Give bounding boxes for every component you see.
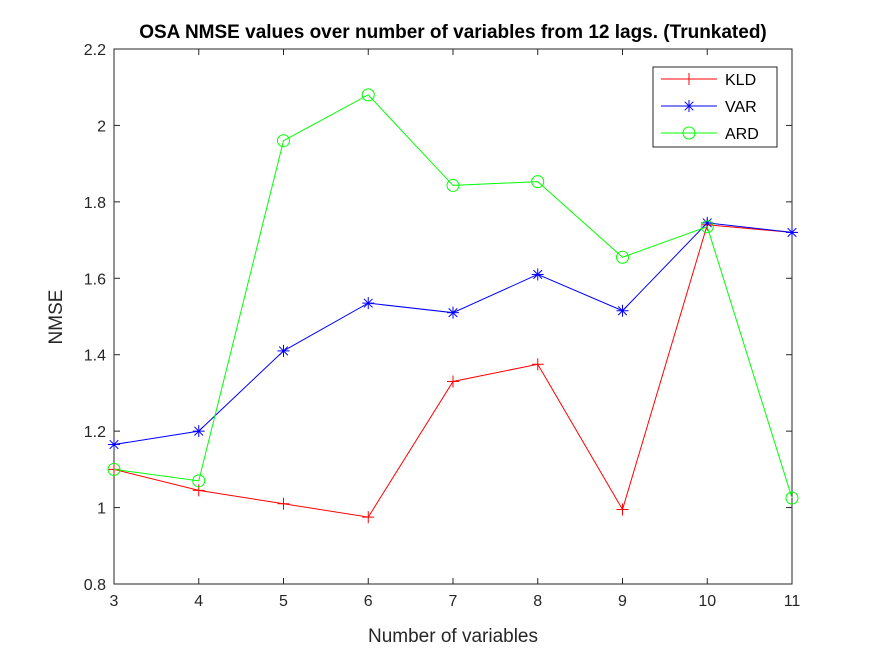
data-point-asterisk (786, 226, 798, 239)
x-tick-label: 6 (364, 593, 373, 610)
data-point-circle (616, 250, 629, 264)
data-point-plus (683, 73, 695, 85)
y-tick-label: 1.4 (84, 348, 106, 365)
data-point-asterisk (192, 425, 205, 438)
data-point-circle (700, 220, 714, 234)
data-point-plus (531, 358, 544, 371)
x-tick-label: 8 (533, 593, 542, 610)
series-layer (107, 88, 799, 524)
data-point-circle (361, 88, 375, 102)
x-tick-label: 9 (618, 593, 627, 610)
x-tick-label: 10 (698, 593, 716, 610)
series-var (108, 216, 798, 451)
data-point-plus (447, 375, 459, 388)
y-tick-label: 1.6 (84, 271, 106, 288)
x-tick-label: 3 (110, 593, 119, 610)
y-tick-label: 2 (97, 118, 106, 135)
data-point-asterisk (616, 304, 629, 317)
data-point-circle (192, 474, 206, 488)
y-tick-label: 2.2 (84, 42, 106, 59)
data-point-plus (277, 497, 290, 510)
data-point-circle (107, 462, 121, 476)
data-point-circle (446, 178, 460, 192)
x-axis-label: Number of variables (368, 626, 538, 647)
data-point-asterisk (683, 100, 695, 112)
legend-entry-ard: ARD (661, 126, 759, 143)
data-point-asterisk (277, 344, 290, 357)
series-ard (107, 88, 799, 505)
data-point-asterisk (447, 306, 459, 319)
data-point-circle (277, 134, 290, 148)
data-point-asterisk (362, 297, 375, 310)
legend-label: KLD (725, 72, 756, 89)
data-point-circle (785, 491, 799, 505)
y-tick-label: 1.8 (84, 195, 106, 212)
y-tick-label: 1.2 (84, 424, 106, 441)
legend-label: ARD (725, 126, 759, 143)
legend-box (652, 66, 778, 148)
legend-label: VAR (725, 99, 757, 116)
data-point-plus (616, 503, 629, 516)
legend: KLD VAR ARD (652, 66, 778, 148)
legend-entry-var: VAR (661, 99, 757, 116)
x-tick-label: 11 (784, 593, 801, 610)
data-point-asterisk (531, 268, 544, 281)
legend-entry-kld: KLD (661, 72, 756, 89)
y-tick-label: 1 (97, 501, 106, 518)
data-point-circle (682, 126, 696, 140)
x-tick-label: 7 (449, 593, 458, 610)
data-point-asterisk (108, 438, 120, 451)
chart-title: OSA NMSE values over number of variables… (139, 22, 767, 43)
y-tick-label: 0.8 (84, 577, 106, 594)
data-point-circle (531, 175, 545, 189)
axis-ticks: 3 4 5 6 7 8 9 10 11 0.8 1 1.2 1.4 1.6 1.8 2 2.2 (84, 42, 801, 610)
y-axis-label: NMSE (46, 290, 67, 345)
series-line-ard (113, 94, 793, 499)
x-tick-label: 5 (279, 593, 288, 610)
data-point-plus (362, 511, 375, 524)
x-tick-label: 4 (194, 593, 203, 610)
